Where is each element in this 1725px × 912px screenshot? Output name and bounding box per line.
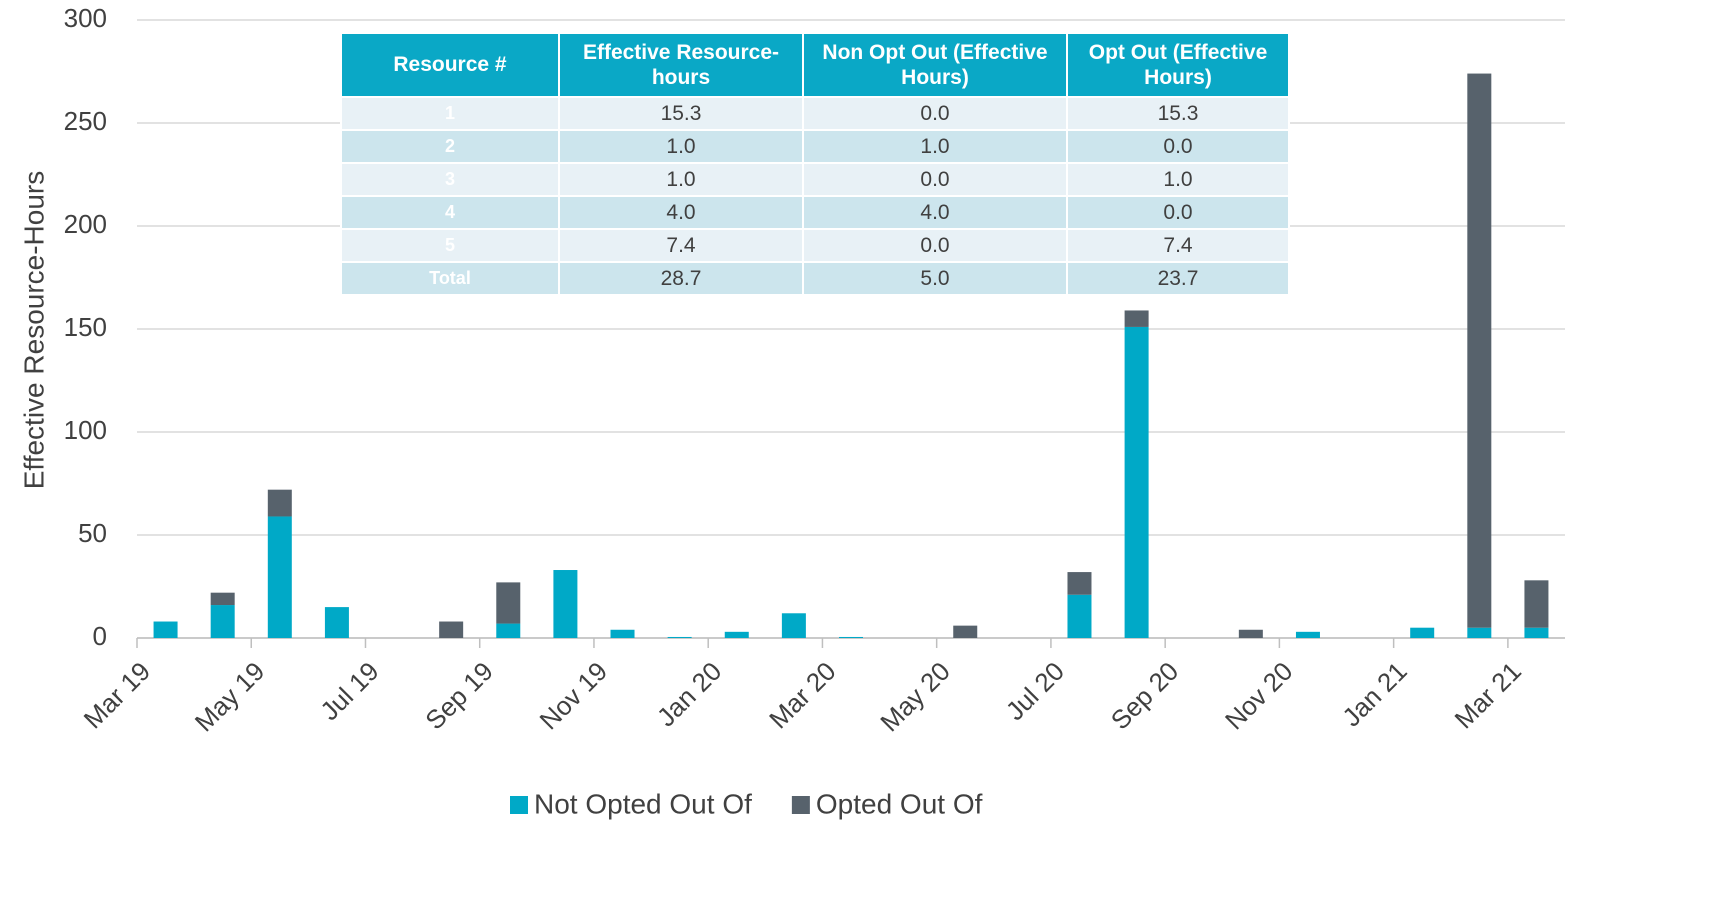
bar-segment xyxy=(1467,627,1492,638)
x-tick-label: Jan 20 xyxy=(651,656,727,732)
bar-segment xyxy=(1238,629,1263,638)
bar-segment xyxy=(724,631,749,638)
bar-segment xyxy=(439,621,464,638)
y-tick-label: 0 xyxy=(93,621,107,651)
table-cell: 1 xyxy=(340,96,560,131)
table-cell: 7.4 xyxy=(1066,228,1290,263)
y-tick-label: 300 xyxy=(64,3,107,33)
table-cell: 1.0 xyxy=(802,129,1068,164)
x-tick-label: Jan 21 xyxy=(1336,656,1412,732)
y-tick-label: 250 xyxy=(64,106,107,136)
x-tick-label: Sep 19 xyxy=(419,656,498,735)
table-cell: 7.4 xyxy=(558,228,804,263)
bar-segment xyxy=(1524,627,1549,638)
bar-segment xyxy=(953,625,978,638)
table-cell: 1.0 xyxy=(1066,162,1290,197)
table-cell: 1.0 xyxy=(558,129,804,164)
table-row: 5 7.4 0.0 7.4 xyxy=(340,228,1290,263)
x-tick-label: Sep 20 xyxy=(1105,656,1184,735)
legend-label: Opted Out Of xyxy=(816,788,983,819)
table-cell: 5.0 xyxy=(802,261,1068,296)
table-cell: 3 xyxy=(340,162,560,197)
bar-segment xyxy=(153,621,178,638)
table-cell: 0.0 xyxy=(802,228,1068,263)
y-axis-label: Effective Resource-Hours xyxy=(18,171,49,490)
bar-segment xyxy=(496,582,521,624)
legend-swatch xyxy=(510,796,528,814)
table-cell: 23.7 xyxy=(1066,261,1290,296)
table-cell: 0.0 xyxy=(1066,129,1290,164)
bar-segment xyxy=(1467,73,1492,628)
summary-table: Resource # Effective Resource-hours Non Op… xyxy=(340,32,1290,296)
bar-segment xyxy=(1410,627,1435,638)
table-cell: 1.0 xyxy=(558,162,804,197)
y-tick-label: 150 xyxy=(64,312,107,342)
table-cell: 4.0 xyxy=(802,195,1068,230)
bar-segment xyxy=(210,605,235,638)
header-cell: Non Opt Out (Effective Hours) xyxy=(802,32,1068,98)
x-tick-label: May 20 xyxy=(874,656,956,738)
bar-segment xyxy=(1124,326,1149,638)
bar-segment xyxy=(267,489,292,517)
table-cell: 4 xyxy=(340,195,560,230)
table-cell: 28.7 xyxy=(558,261,804,296)
x-tick-label: Nov 19 xyxy=(534,656,613,735)
table-row: Total 28.7 5.0 23.7 xyxy=(340,261,1290,296)
y-tick-label: 100 xyxy=(64,415,107,445)
table-cell: 15.3 xyxy=(1066,96,1290,131)
bar-segment xyxy=(781,613,806,638)
header-cell: Opt Out (Effective Hours) xyxy=(1066,32,1290,98)
table-row: 3 1.0 0.0 1.0 xyxy=(340,162,1290,197)
x-tick-label: Mar 19 xyxy=(78,656,156,734)
x-tick-label: Nov 20 xyxy=(1219,656,1298,735)
bar-segment xyxy=(839,636,863,638)
header-cell: Effective Resource-hours xyxy=(558,32,804,98)
bar-segment xyxy=(496,623,521,638)
table-row: 2 1.0 1.0 0.0 xyxy=(340,129,1290,164)
table-row: 1 15.3 0.0 15.3 xyxy=(340,96,1290,131)
table-cell: Total xyxy=(340,261,560,296)
table-row: 4 4.0 4.0 0.0 xyxy=(340,195,1290,230)
header-cell: Resource # xyxy=(340,32,560,98)
x-tick-label: Mar 21 xyxy=(1449,656,1527,734)
y-tick-label: 50 xyxy=(78,518,107,548)
x-tick-label: Jul 19 xyxy=(314,656,384,726)
bar-segment xyxy=(267,516,292,638)
bar-segment xyxy=(667,636,692,638)
bar-segment xyxy=(1295,631,1320,638)
bar-segment xyxy=(324,607,349,638)
legend-swatch xyxy=(791,796,810,814)
bar-segment xyxy=(1524,580,1549,628)
table-cell: 4.0 xyxy=(558,195,804,230)
table-cell: 0.0 xyxy=(802,162,1068,197)
x-tick-label: Mar 20 xyxy=(763,656,841,734)
table-cell: 0.0 xyxy=(1066,195,1290,230)
table-cell: 2 xyxy=(340,129,560,164)
table-cell: 5 xyxy=(340,228,560,263)
table-cell: 0.0 xyxy=(802,96,1068,131)
x-tick-label: May 19 xyxy=(189,656,271,738)
y-tick-label: 200 xyxy=(64,209,107,239)
legend-label: Not Opted Out Of xyxy=(534,788,752,819)
bar-segment xyxy=(553,570,578,638)
x-tick-label: Jul 20 xyxy=(1000,656,1070,726)
bar-segment xyxy=(210,592,235,606)
bar-segment xyxy=(610,629,635,638)
bar-segment xyxy=(1124,310,1149,327)
bar-segment xyxy=(1067,572,1092,595)
table-header: Resource # Effective Resource-hours Non Op… xyxy=(340,32,1290,98)
table-cell: 15.3 xyxy=(558,96,804,131)
bar-segment xyxy=(1067,594,1092,638)
